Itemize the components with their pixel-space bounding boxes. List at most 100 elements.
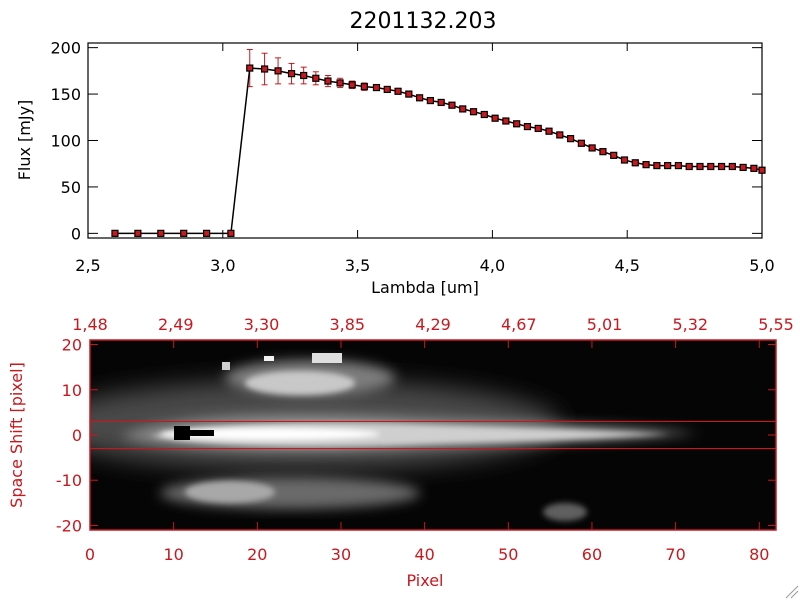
spectrum-data-point bbox=[717, 162, 726, 171]
image-x-tick-label: 20 bbox=[247, 545, 267, 564]
spectrum-data-point bbox=[653, 161, 661, 170]
spectrum-data-point bbox=[383, 85, 391, 94]
spectrum-data-point bbox=[739, 163, 747, 172]
spectrum-data-point bbox=[480, 110, 488, 119]
spectrum-data-point bbox=[448, 101, 456, 109]
image-y-tick-label: 20 bbox=[62, 336, 82, 355]
spectrum-data-point bbox=[134, 229, 142, 237]
spectrum-data-point bbox=[394, 87, 402, 95]
spectrum-y-tick-label: 0 bbox=[71, 224, 81, 243]
image-upper-blob-core bbox=[245, 371, 355, 395]
spectrum-data-point bbox=[246, 64, 254, 72]
spectrum-data-point bbox=[674, 161, 683, 170]
spectrum-x-tick-labels: 2,5 3,0 3,5 4,0 4,5 5,0 bbox=[75, 256, 774, 275]
spectrum-series-line bbox=[115, 67, 763, 235]
image-x-tick-label: 60 bbox=[582, 545, 602, 564]
spectrum-data-point bbox=[513, 120, 521, 128]
spectrum-plot: 2,5 3,0 3,5 4,0 4,5 5,0 0 50 100 150 200 bbox=[50, 39, 774, 275]
spectrum-x-tick-label: 3,5 bbox=[345, 256, 370, 275]
spectrum-data-point bbox=[203, 229, 211, 237]
image-top-axis-label: 5,32 bbox=[672, 315, 708, 334]
spectrum-data-point bbox=[491, 114, 499, 122]
spectrum-y-tick-label: 150 bbox=[50, 85, 81, 104]
spectrum-plot-frame bbox=[87, 42, 763, 239]
spectrum-data-point bbox=[360, 83, 368, 91]
spectrum-x-tick-label: 4,5 bbox=[614, 256, 639, 275]
spectrum-data-point bbox=[599, 148, 607, 156]
spectrum-data-point bbox=[111, 229, 119, 237]
spectrum-data-point bbox=[620, 156, 629, 164]
image-top-axis-label: 3,85 bbox=[329, 315, 365, 334]
image-x-tick-label: 30 bbox=[331, 545, 351, 564]
spectrum-data-point bbox=[642, 161, 650, 169]
spectrum-data-point bbox=[312, 74, 320, 82]
spectrum-data-point bbox=[437, 98, 445, 107]
image-top-axis-label: 5,55 bbox=[758, 315, 794, 334]
spectrum-y-tick-label: 200 bbox=[50, 39, 81, 58]
spectrum-data-point bbox=[227, 229, 235, 237]
spectrum-data-point bbox=[696, 162, 704, 171]
resize-grip-icon[interactable] bbox=[785, 585, 799, 599]
image-top-axis-label: 4,29 bbox=[415, 315, 451, 334]
spectrum-data-point bbox=[180, 229, 188, 237]
spectrum-data-point bbox=[523, 122, 532, 131]
spectrum-markers bbox=[111, 64, 766, 237]
spectrum-data-point bbox=[336, 79, 344, 87]
spectrum-data-point bbox=[750, 164, 758, 172]
image-x-tick-label: 80 bbox=[749, 545, 769, 564]
spectrum-data-point bbox=[758, 166, 766, 174]
spectrum-data-point bbox=[287, 70, 296, 78]
spectrum-y-axis-label: Flux [mJy] bbox=[15, 100, 34, 181]
spectrum-x-tick-label: 4,0 bbox=[480, 256, 505, 275]
spectrum-data-point bbox=[324, 77, 332, 85]
image-saturated-pixels-2 bbox=[190, 430, 214, 436]
spectrum-data-point bbox=[426, 96, 434, 105]
spectrum-x-axis-label: Lambda [um] bbox=[371, 278, 479, 297]
spectrum-data-point bbox=[631, 159, 639, 167]
spectrum-data-point bbox=[566, 135, 575, 143]
image-x-tick-label: 50 bbox=[498, 545, 518, 564]
spectrum-data-point bbox=[157, 229, 165, 237]
spectrum-data-point bbox=[728, 162, 736, 171]
spectrum-data-point bbox=[405, 90, 413, 98]
image-top-axis-label: 2,49 bbox=[158, 315, 194, 334]
image-trace-core bbox=[160, 428, 380, 440]
spectrum-x-tick-label: 2,5 bbox=[75, 256, 100, 275]
spectrum-data-point bbox=[545, 127, 553, 135]
spectrum-data-point bbox=[664, 161, 672, 170]
spectrum-data-point bbox=[348, 81, 356, 89]
spectrum-title: 2201132.203 bbox=[350, 9, 497, 34]
spectrum-y-tick-labels: 0 50 100 150 200 bbox=[50, 39, 81, 244]
image-top-axis-label: 1,48 bbox=[72, 315, 108, 334]
spectrum-data-point bbox=[300, 71, 308, 80]
spectrum-data-point bbox=[469, 108, 478, 116]
image-top-axis-label: 3,30 bbox=[244, 315, 280, 334]
image-x-tick-label: 10 bbox=[163, 545, 183, 564]
image-top-axis-label: 5,01 bbox=[587, 315, 623, 334]
spectrum-error-bars bbox=[246, 49, 765, 174]
spectrum-data-point bbox=[260, 65, 269, 73]
spectrum-ticks bbox=[87, 43, 763, 238]
spectrum-data-point bbox=[416, 94, 424, 102]
spectrum-data-point bbox=[556, 131, 564, 139]
spectral-image bbox=[90, 340, 776, 530]
image-y-axis-label: Space Shift [pixel] bbox=[7, 362, 26, 508]
image-top-axis-labels: 1,48 2,49 3,30 3,85 4,29 4,67 5,01 5,32 5,55 bbox=[72, 315, 794, 334]
spectrum-data-point bbox=[502, 117, 510, 125]
image-lower-blob-core bbox=[185, 481, 275, 503]
spectrum-y-tick-label: 100 bbox=[50, 132, 81, 151]
image-x-tick-label: 70 bbox=[665, 545, 685, 564]
image-x-tick-label: 0 bbox=[85, 545, 95, 564]
image-y-tick-label: -10 bbox=[56, 471, 82, 490]
image-x-axis-label: Pixel bbox=[406, 571, 443, 590]
spectrum-data-point bbox=[459, 105, 467, 113]
spectrum-data-point bbox=[372, 83, 381, 92]
image-y-tick-labels: 20 10 0 -10 -20 bbox=[56, 336, 82, 536]
image-x-tick-labels: 0 10 20 30 40 50 60 70 80 bbox=[85, 545, 770, 564]
spectrum-y-tick-label: 50 bbox=[61, 178, 81, 197]
spectrum-data-point bbox=[534, 124, 542, 133]
image-saturated-pixels-4 bbox=[312, 353, 342, 363]
image-saturated-pixels-5 bbox=[222, 362, 230, 370]
